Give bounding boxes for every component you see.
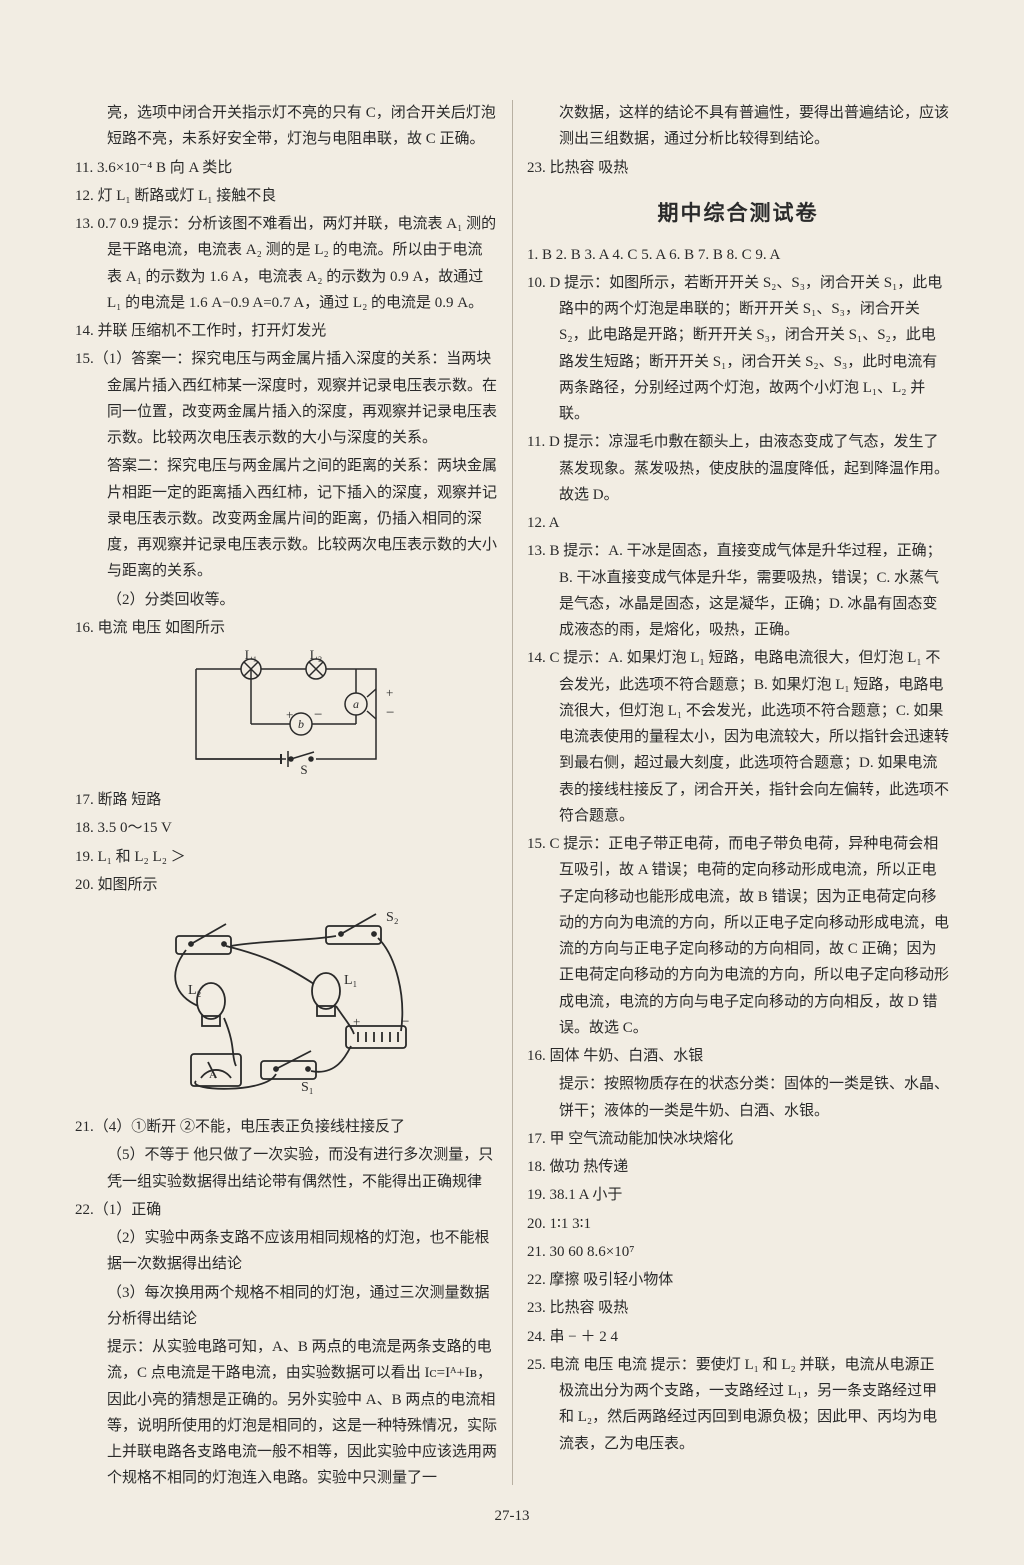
left-item-19: 19. L₁ 和 L₂ L₂ ＞: [75, 844, 497, 870]
right-item-22: 22. 摩擦 吸引轻小物体: [527, 1267, 949, 1293]
left-item-11: 11. 3.6×10⁻⁴ B 向 A 类比: [75, 155, 497, 181]
right-item-16a: 16. 固体 牛奶、白酒、水银: [527, 1043, 949, 1069]
d1-plus-b: +: [286, 707, 293, 722]
left-item-21b: （5）不等于 他只做了一次实验，而没有进行多次测量，只凭一组实验数据得出结论带有…: [75, 1142, 497, 1195]
d2-label-l1: L₁: [344, 973, 357, 988]
d1-label-l1: L₁: [245, 649, 257, 662]
section-title: 期中综合测试卷: [527, 195, 949, 232]
d2-plus: +: [353, 1014, 360, 1029]
page-number: 27-13: [0, 1508, 1024, 1525]
right-item-12: 12. A: [527, 510, 949, 536]
column-divider: [512, 100, 513, 1485]
left-item-18: 18. 3.5 0～15 V: [75, 815, 497, 841]
left-item-22d: 提示：从实验电路可知，A、B 两点的电流是两条支路的电流，C 点电流是干路电流，…: [75, 1334, 497, 1492]
right-item-24: 24. 串 − ＋ 2 4: [527, 1324, 949, 1350]
right-item-16b: 提示：按照物质存在的状态分类：固体的一类是铁、水晶、饼干；液体的一类是牛奶、白酒…: [527, 1071, 949, 1124]
circuit-diagram-1: L₁ L₂ a b S + − + −: [156, 649, 416, 779]
right-item-13: 13. B 提示：A. 干冰是固态，直接变成气体是升华过程，正确；B. 干冰直接…: [527, 538, 949, 643]
left-item-14: 14. 并联 压缩机不工作时，打开灯发光: [75, 318, 497, 344]
right-item-18: 18. 做功 热传递: [527, 1154, 949, 1180]
left-item-21a: 21.（4）①断开 ②不能，电压表正负接线柱接反了: [75, 1114, 497, 1140]
right-item-14: 14. C 提示：A. 如果灯泡 L₁ 短路，电路电流很大，但灯泡 L₁ 不会发…: [527, 645, 949, 829]
left-item-16: 16. 电流 电压 如图所示: [75, 615, 497, 641]
d1-label-s: S: [300, 762, 307, 777]
right-answers-row: 1. B 2. B 3. A 4. C 5. A 6. B 7. B 8. C …: [527, 242, 949, 268]
left-item-22a: 22.（1）正确: [75, 1197, 497, 1223]
d1-label-a: a: [353, 697, 359, 711]
d2-label-s1: S₁: [301, 1080, 314, 1095]
d1-label-l2: L₂: [310, 649, 322, 662]
right-item-15: 15. C 提示：正电子带正电荷，而电子带负电荷，异种电荷会相互吸引，故 A 错…: [527, 831, 949, 1041]
left-item-15a: 15.（1）答案一：探究电压与两金属片插入深度的关系：当两块金属片插入西红柿某一…: [75, 346, 497, 451]
left-item-22b: （2）实验中两条支路不应该用相同规格的灯泡，也不能根据一次数据得出结论: [75, 1225, 497, 1278]
right-item-17: 17. 甲 空气流动能加快冰块熔化: [527, 1126, 949, 1152]
left-column: 亮，选项中闭合开关指示灯不亮的只有 C，闭合开关后灯泡短路不亮，未系好安全带，灯…: [75, 100, 497, 1494]
d1-label-b: b: [298, 717, 304, 731]
right-item-19: 19. 38.1 A 小于: [527, 1182, 949, 1208]
d1-minus-a: −: [386, 705, 394, 721]
d2-label-s2: S₂: [386, 910, 399, 925]
right-item-21: 21. 30 60 8.6×10⁷: [527, 1239, 949, 1265]
right-item-11: 11. D 提示：凉湿毛巾敷在额头上，由液态变成了气态，发生了蒸发现象。蒸发吸热…: [527, 429, 949, 508]
right-item-25: 25. 电流 电压 电流 提示：要使灯 L₁ 和 L₂ 并联，电流从电源正极流出…: [527, 1352, 949, 1457]
left-item-15b: 答案二：探究电压与两金属片之间的距离的关系：两块金属片相距一定的距离插入西红柿，…: [75, 453, 497, 584]
circuit-diagram-2: S₂ S₁ L₂ L₁ A + −: [136, 906, 436, 1106]
left-item-12: 12. 灯 L₁ 断路或灯 L₁ 接触不良: [75, 183, 497, 209]
d2-label-a: A: [209, 1069, 217, 1081]
d2-minus: −: [401, 1014, 409, 1030]
right-continuation: 次数据，这样的结论不具有普遍性，要得出普遍结论，应该测出三组数据，通过分析比较得…: [527, 100, 949, 153]
right-column: 次数据，这样的结论不具有普遍性，要得出普遍结论，应该测出三组数据，通过分析比较得…: [527, 100, 949, 1494]
d1-minus-b: −: [314, 707, 322, 723]
right-item-20: 20. 1∶1 3∶1: [527, 1211, 949, 1237]
right-item-10: 10. D 提示：如图所示，若断开开关 S₂、S₃，闭合开关 S₁，此电路中的两…: [527, 270, 949, 428]
d1-plus-a: +: [386, 685, 393, 700]
left-item-15c: （2）分类回收等。: [75, 587, 497, 613]
d2-label-l2: L₂: [188, 983, 202, 998]
right-item-23: 23. 比热容 吸热: [527, 1295, 949, 1321]
left-item-20: 20. 如图所示: [75, 872, 497, 898]
left-continuation: 亮，选项中闭合开关指示灯不亮的只有 C，闭合开关后灯泡短路不亮，未系好安全带，灯…: [75, 100, 497, 153]
right-item-23-top: 23. 比热容 吸热: [527, 155, 949, 181]
left-item-13: 13. 0.7 0.9 提示：分析该图不难看出，两灯并联，电流表 A₁ 测的是干…: [75, 211, 497, 316]
left-item-22c: （3）每次换用两个规格不相同的灯泡，通过三次测量数据分析得出结论: [75, 1280, 497, 1333]
left-item-17: 17. 断路 短路: [75, 787, 497, 813]
